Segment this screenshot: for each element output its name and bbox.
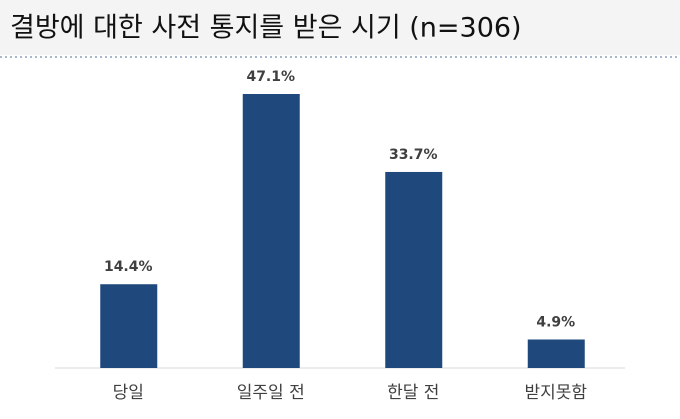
value-label: 14.4% xyxy=(104,259,153,275)
value-label: 4.9% xyxy=(536,314,575,330)
value-label: 33.7% xyxy=(389,147,438,163)
x-tick-label: 한달 전 xyxy=(387,383,439,403)
title-background xyxy=(0,0,680,55)
x-tick-label: 당일 xyxy=(113,383,144,403)
bar xyxy=(100,284,158,368)
x-tick-label: 일주일 전 xyxy=(237,383,305,403)
bar xyxy=(385,171,443,368)
bar xyxy=(527,339,585,368)
value-label: 47.1% xyxy=(246,69,295,85)
chart-title: 결방에 대한 사전 통지를 받은 시기 (n=306) xyxy=(10,13,522,44)
bar xyxy=(242,94,300,368)
x-tick-label: 받지못함 xyxy=(524,383,587,403)
